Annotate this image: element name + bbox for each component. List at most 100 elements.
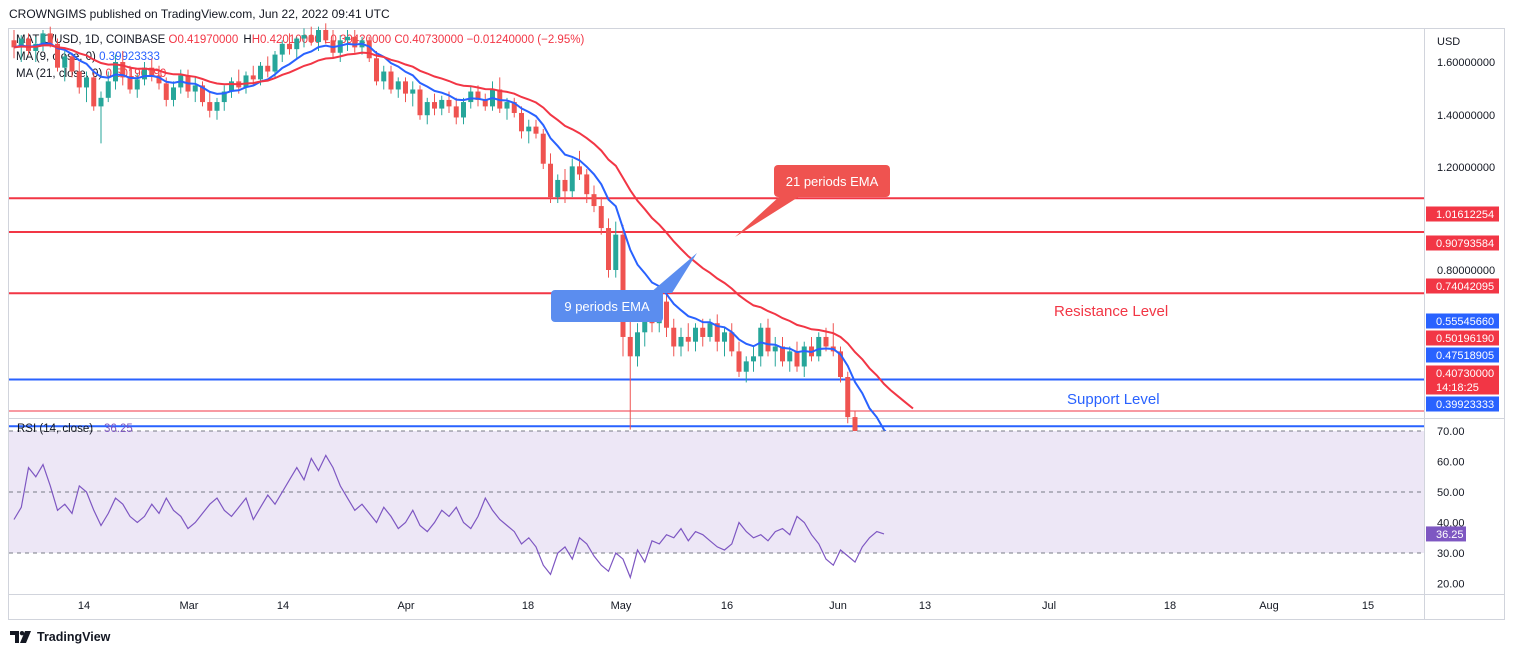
candle-body[interactable] <box>707 323 713 337</box>
candle-body[interactable] <box>504 102 510 109</box>
candle-body[interactable] <box>163 83 169 100</box>
candle-body[interactable] <box>18 38 24 48</box>
candle-body[interactable] <box>127 77 133 90</box>
candle-body[interactable] <box>635 332 640 357</box>
candle-body[interactable] <box>432 102 437 109</box>
candle-body[interactable] <box>751 356 756 362</box>
candle-body[interactable] <box>134 79 140 90</box>
candle-body[interactable] <box>714 323 720 342</box>
candle-body[interactable] <box>577 166 582 175</box>
price-axis[interactable]: USD 1.60000000 1.40000000 1.20000000 0.80000… <box>1426 36 1499 412</box>
candle-body[interactable] <box>316 30 321 43</box>
candle-body[interactable] <box>533 126 539 134</box>
candle-body[interactable] <box>113 62 118 82</box>
candle-body[interactable] <box>243 75 249 88</box>
currency-label[interactable]: USD <box>1437 36 1460 48</box>
ema9-line[interactable] <box>13 42 914 454</box>
rsi-line[interactable] <box>13 454 885 580</box>
candle-body[interactable] <box>47 33 53 44</box>
tradingview-logo[interactable]: TradingView <box>10 630 110 644</box>
candle-body[interactable] <box>562 179 568 192</box>
candle-body[interactable] <box>91 77 97 107</box>
candle-body[interactable] <box>526 126 532 132</box>
candle-body[interactable] <box>446 99 452 107</box>
candle-body[interactable] <box>62 56 68 68</box>
candle-body[interactable] <box>207 102 213 111</box>
candle-body[interactable] <box>69 56 75 72</box>
candle-body[interactable] <box>845 377 851 418</box>
candle-body[interactable] <box>606 228 611 270</box>
candle-body[interactable] <box>591 194 597 207</box>
candle-body[interactable] <box>142 67 147 80</box>
candle-body[interactable] <box>301 35 307 39</box>
candle-body[interactable] <box>192 85 198 92</box>
candle-body[interactable] <box>40 33 46 44</box>
candle-body[interactable] <box>736 351 742 372</box>
rsi-legend-label[interactable]: RSI (14, close) <box>17 423 93 435</box>
candle-body[interactable] <box>171 87 176 100</box>
candle-body[interactable] <box>801 346 807 367</box>
candle-body[interactable] <box>519 112 524 132</box>
candle-body[interactable] <box>200 85 205 103</box>
candle-body[interactable] <box>76 71 82 88</box>
price-chart[interactable]: RSI (14, close) 36.25 USD 1.60000000 1.4000… <box>0 0 1514 630</box>
candle-body[interactable] <box>11 40 17 48</box>
candle-body[interactable] <box>272 54 278 72</box>
candle-body[interactable] <box>388 71 394 90</box>
candle-body[interactable] <box>482 99 488 107</box>
candle-body[interactable] <box>555 179 561 198</box>
candle-body[interactable] <box>772 346 778 352</box>
candle-body[interactable] <box>794 351 800 367</box>
candle-body[interactable] <box>598 206 604 229</box>
candle-body[interactable] <box>569 166 575 192</box>
candle-body[interactable] <box>816 336 822 357</box>
candle-body[interactable] <box>417 89 423 116</box>
candle-body[interactable] <box>765 327 771 352</box>
symbol-name[interactable]: MATIC/USD, 1D, COINBASE <box>16 34 166 46</box>
candle-body[interactable] <box>105 81 111 98</box>
candle-body[interactable] <box>323 30 329 41</box>
candle-body[interactable] <box>439 99 445 109</box>
candle-body[interactable] <box>453 106 459 118</box>
candle-body[interactable] <box>308 35 314 43</box>
candle-body[interactable] <box>98 97 104 107</box>
candle-body[interactable] <box>279 43 285 55</box>
candle-body[interactable] <box>84 77 89 88</box>
candle-body[interactable] <box>678 336 684 347</box>
candle-body[interactable] <box>120 62 126 78</box>
candle-body[interactable] <box>395 81 401 90</box>
candle-body[interactable] <box>381 71 387 82</box>
candle-body[interactable] <box>671 327 677 347</box>
candle-body[interactable] <box>345 36 350 41</box>
candle-body[interactable] <box>258 65 263 80</box>
candle-body[interactable] <box>214 102 220 111</box>
candle-body[interactable] <box>221 91 227 103</box>
candle-body[interactable] <box>540 133 546 164</box>
candle-body[interactable] <box>685 336 691 342</box>
candle-body[interactable] <box>26 38 31 51</box>
candle-body[interactable] <box>250 75 256 80</box>
candle-body[interactable] <box>693 327 698 342</box>
candle-body[interactable] <box>700 327 706 337</box>
candle-body[interactable] <box>468 91 474 103</box>
candle-body[interactable] <box>366 40 372 59</box>
candle-body[interactable] <box>511 102 517 113</box>
candle-body[interactable] <box>787 351 793 362</box>
candle-body[interactable] <box>664 301 669 328</box>
candle-body[interactable] <box>497 89 503 109</box>
candle-body[interactable] <box>475 91 481 100</box>
candle-body[interactable] <box>548 163 553 198</box>
candle-body[interactable] <box>620 234 626 337</box>
candle-body[interactable] <box>55 43 60 68</box>
candle-body[interactable] <box>838 351 843 378</box>
candle-body[interactable] <box>352 36 358 48</box>
candle-body[interactable] <box>729 332 735 352</box>
candle-body[interactable] <box>627 336 633 357</box>
candle-body[interactable] <box>823 336 829 347</box>
ema21-line[interactable] <box>13 44 914 410</box>
candle-body[interactable] <box>410 89 416 94</box>
time-axis[interactable]: 14 Mar 14 Apr 18 May 16 Jun 13 Jul 18 Aug 15 <box>78 600 1374 612</box>
candle-body[interactable] <box>374 58 379 82</box>
candle-body[interactable] <box>424 102 430 116</box>
